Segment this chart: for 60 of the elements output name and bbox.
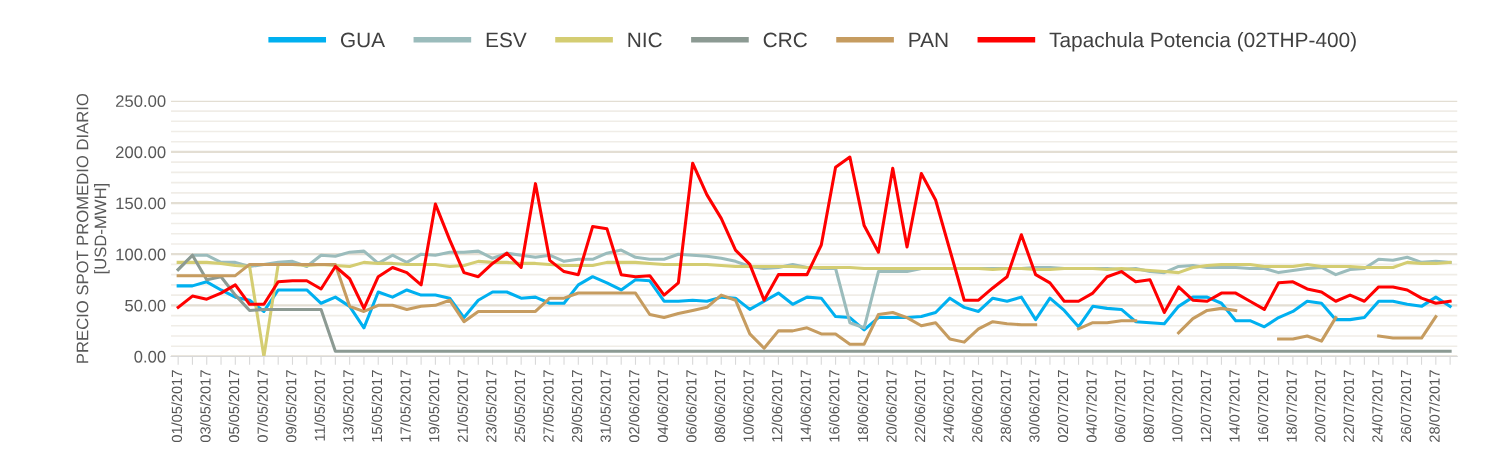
x-tick-label: 06/06/2017 xyxy=(685,370,697,443)
x-tick-label: 07/05/2017 xyxy=(257,370,268,443)
legend-label: GUA xyxy=(340,32,386,48)
y-tick-label: 150.00 xyxy=(116,197,166,210)
x-tick-label: 08/06/2017 xyxy=(714,370,726,443)
y-tick-label: 0.00 xyxy=(134,350,166,363)
legend-label: PAN xyxy=(909,32,948,48)
x-tick-label: 26/06/2017 xyxy=(971,370,983,442)
y-tick-label: 100.00 xyxy=(116,248,166,261)
x-tick-label: 16/06/2017 xyxy=(828,370,840,442)
x-tick-label: 12/06/2017 xyxy=(771,370,783,442)
x-tick-label: 22/06/2017 xyxy=(914,370,926,442)
x-tick-label: 13/05/2017 xyxy=(342,370,354,442)
x-tick-label: 04/07/2017 xyxy=(1086,370,1097,443)
x-tick-label: 16/07/2017 xyxy=(1257,370,1269,442)
legend-label: Tapachula Potencia (02THP-400) xyxy=(1049,31,1356,52)
x-tick-label: 11/05/2017 xyxy=(314,370,325,441)
x-tick-label: 20/06/2017 xyxy=(885,370,897,442)
x-tick-label: 03/05/2017 xyxy=(199,370,211,443)
x-tick-label: 06/07/2017 xyxy=(1114,370,1126,443)
x-tick-label: 12/07/2017 xyxy=(1200,370,1212,442)
x-tick-label: 24/06/2017 xyxy=(943,370,954,442)
x-tick-label: 10/06/2017 xyxy=(743,370,754,442)
y-tick-label: 250.00 xyxy=(116,95,166,108)
x-tick-label: 01/05/2017 xyxy=(171,370,183,443)
x-tick-label: 18/06/2017 xyxy=(857,370,869,442)
x-tick-label: 25/05/2017 xyxy=(514,370,526,442)
x-tick-label: 23/05/2017 xyxy=(485,370,497,442)
x-tick-label: 28/07/2017 xyxy=(1429,370,1440,442)
x-tick-label: 02/06/2017 xyxy=(628,370,640,443)
x-tick-label: 19/05/2017 xyxy=(428,370,440,442)
x-tick-label: 14/06/2017 xyxy=(800,370,811,442)
x-tick-label: 15/05/2017 xyxy=(371,370,383,442)
x-tick-label: 30/06/2017 xyxy=(1028,370,1040,443)
line-series xyxy=(176,155,1452,315)
x-tick-label: 29/05/2017 xyxy=(571,370,583,442)
x-tick-label: 18/07/2017 xyxy=(1286,370,1297,442)
x-tick-label: 28/06/2017 xyxy=(1000,370,1011,442)
x-tick-label: 22/07/2017 xyxy=(1343,370,1354,442)
x-tick-label: 27/05/2017 xyxy=(542,370,554,442)
x-tick-label: 26/07/2017 xyxy=(1400,370,1412,442)
x-tick-label: 20/07/2017 xyxy=(1314,370,1326,442)
legend-label: ESV xyxy=(486,32,527,48)
x-tick-label: 02/07/2017 xyxy=(1057,370,1069,443)
x-tick-label: 09/05/2017 xyxy=(285,370,297,443)
legend-label: CRC xyxy=(763,32,807,48)
x-tick-label: 05/05/2017 xyxy=(228,370,240,443)
x-tick-label: 21/05/2017 xyxy=(457,370,468,442)
y-axis-title: PRECIO SPOT PROMEDIO DIARIO [USD-MWH] xyxy=(76,93,110,363)
x-tick-label: 24/07/2017 xyxy=(1371,370,1383,442)
x-tick-label: 17/05/2017 xyxy=(400,370,411,442)
legend-label: NIC xyxy=(628,32,662,48)
y-tick-label: 200.00 xyxy=(116,146,166,159)
y-tick-label: 50.00 xyxy=(125,299,166,312)
line-series xyxy=(176,275,1452,332)
x-tick-label: 08/07/2017 xyxy=(1143,370,1154,443)
x-tick-label: 10/07/2017 xyxy=(1171,370,1183,442)
x-tick-label: 14/07/2017 xyxy=(1228,370,1240,442)
x-tick-label: 31/05/2017 xyxy=(600,370,611,443)
x-tick-label: 04/06/2017 xyxy=(657,370,668,443)
